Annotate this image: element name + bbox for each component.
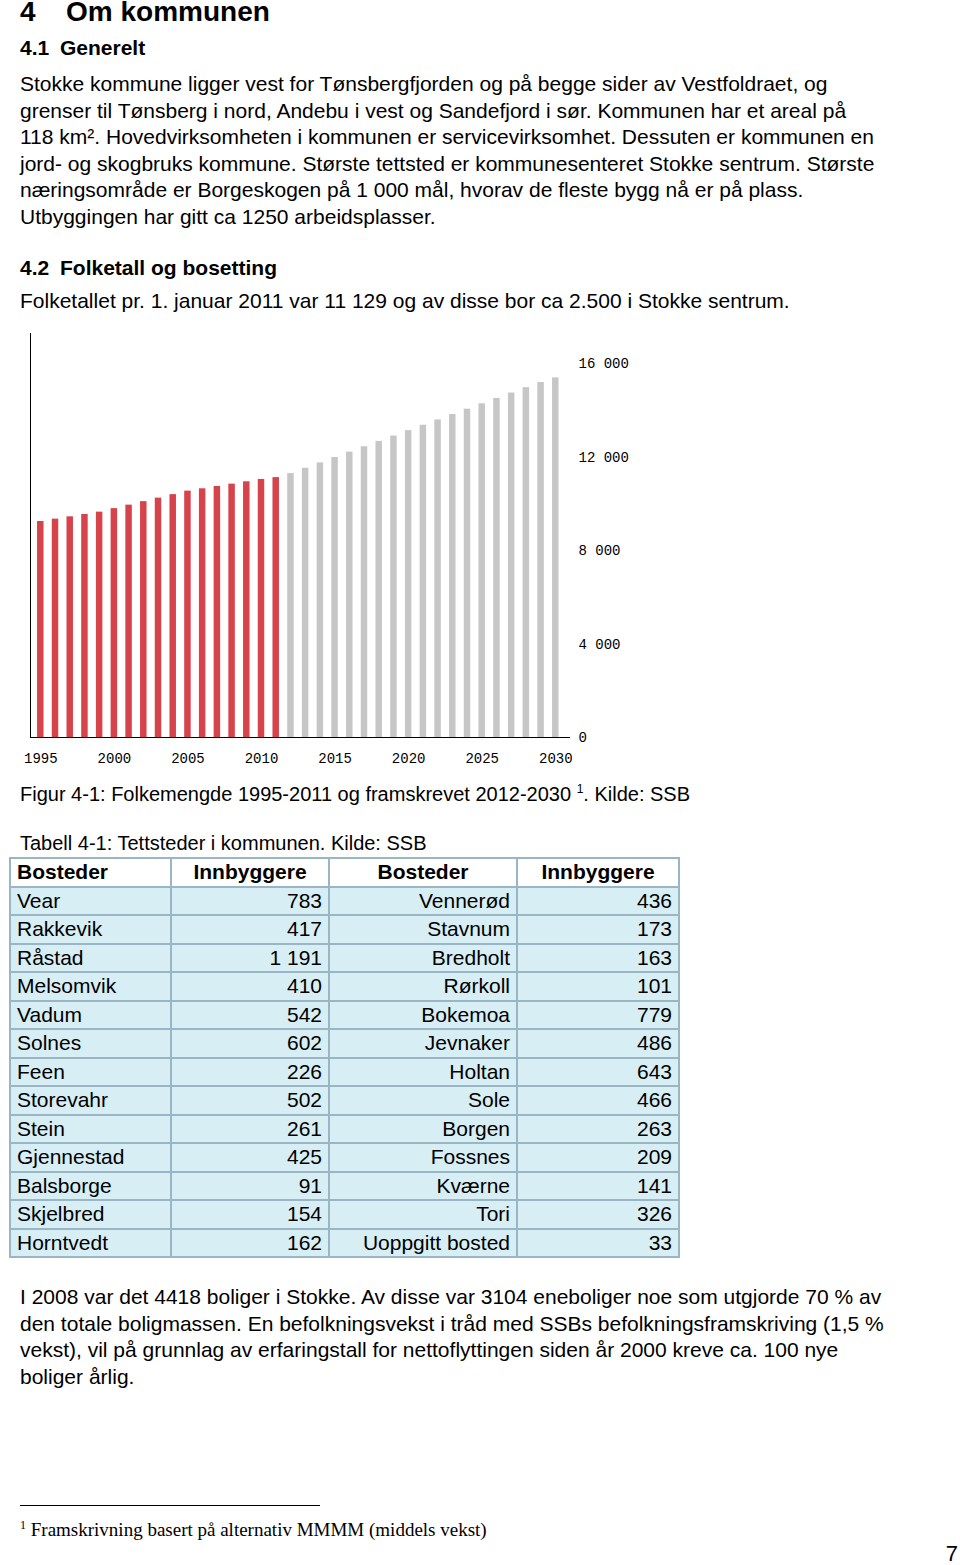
html-text:326: 326: [637, 1202, 672, 1226]
html-text:154: 154: [287, 1202, 322, 1226]
html-text:Stavnum: Stavnum: [427, 917, 510, 941]
html-text:7: 7: [945, 1541, 958, 1565]
html-text:118 km². Hovedvirksomheten i k: 118 km². Hovedvirksomheten i kommunen er…: [20, 125, 874, 148]
html-text:boliger årlig.: boliger årlig.: [20, 1364, 135, 1388]
html-text:263: 263: [637, 1116, 672, 1140]
html-text:209: 209: [637, 1145, 672, 1169]
html-text:Uoppgitt bosted: Uoppgitt bosted: [362, 1230, 510, 1254]
html-text:Tori: Tori: [476, 1202, 510, 1226]
svg-text:0: 0: [579, 730, 587, 746]
html-text:163: 163: [637, 945, 672, 969]
html-text:Vennerød: Vennerød: [418, 888, 510, 912]
svg-text:8 000: 8 000: [579, 543, 621, 559]
html-text:den totale boligmassen. En bef: den totale boligmassen. En befolkningsve…: [20, 1311, 884, 1335]
html-text:Storevahr: Storevahr: [17, 1088, 108, 1112]
html-text:Jevnaker: Jevnaker: [424, 1031, 510, 1055]
html-text:Bredholt: Bredholt: [431, 945, 510, 969]
html-text:4.1: 4.1: [20, 36, 50, 59]
svg-text:12 000: 12 000: [579, 450, 629, 466]
svg-text:2000: 2000: [98, 751, 132, 767]
svg-text:2030: 2030: [539, 751, 573, 767]
html-text:Vadum: Vadum: [17, 1002, 82, 1026]
html-text:Melsomvik: Melsomvik: [17, 974, 117, 998]
html-text:I 2008 var det 4418 boliger i: I 2008 var det 4418 boliger i Stokke. Av…: [20, 1285, 882, 1308]
html-text:jord- og skogbruks kommune. St: jord- og skogbruks kommune. Største tett…: [20, 151, 875, 175]
html-text:Feen: Feen: [17, 1059, 65, 1083]
html-text:Utbyggingen har gitt ca 1250 a: Utbyggingen har gitt ca 1250 arbeidsplas…: [20, 204, 436, 228]
html-text:grenser til Tønsberg i nord, A: grenser til Tønsberg i nord, Andebu i ve…: [20, 98, 847, 122]
html-text:101: 101: [637, 974, 672, 998]
html-text:Generelt: Generelt: [60, 36, 146, 59]
html-text:486: 486: [637, 1031, 672, 1055]
html-text:Råstad: Råstad: [17, 945, 84, 969]
svg-text:2015: 2015: [318, 751, 352, 767]
html-text:466: 466: [637, 1088, 672, 1112]
svg-text:1995: 1995: [24, 751, 58, 767]
html-text:Gjennestad: Gjennestad: [17, 1145, 125, 1169]
svg-text:2005: 2005: [171, 751, 205, 767]
html-text:261: 261: [287, 1116, 322, 1140]
html-text:Borgen: Borgen: [442, 1116, 510, 1140]
html-text:Tabell 4-1: Tettsteder i kommu: Tabell 4-1: Tettsteder i kommunen. Kilde…: [20, 832, 427, 854]
html-text:410: 410: [287, 974, 322, 998]
html-text:Figur 4-1: Folkemengde 1995-20: Figur 4-1: Folkemengde 1995-2011 og fram…: [20, 782, 572, 805]
svg-text:2025: 2025: [465, 751, 499, 767]
html-text:1. Kilde: SSB: 1. Kilde: SSB: [576, 782, 690, 805]
html-text:Rakkevik: Rakkevik: [17, 917, 103, 941]
html-text:779: 779: [637, 1002, 672, 1026]
html-text:602: 602: [287, 1031, 322, 1055]
svg-text:2010: 2010: [245, 751, 279, 767]
html-text:Horntvedt: Horntvedt: [17, 1230, 108, 1254]
html-text:502: 502: [287, 1088, 322, 1112]
html-text:Folketallet pr. 1. januar 2011: Folketallet pr. 1. januar 2011 var 11 12…: [20, 289, 790, 312]
html-text:Vear: Vear: [17, 888, 61, 912]
html-text:Bosteder: Bosteder: [377, 860, 469, 884]
html-text:Fossnes: Fossnes: [430, 1145, 510, 1169]
svg-text:16 000: 16 000: [579, 356, 629, 372]
html-text:4.2: 4.2: [20, 256, 50, 279]
html-text:vekst), vil på grunnlag av erf: vekst), vil på grunnlag av erfaringstall…: [20, 1338, 839, 1361]
html-text:Stokke kommune ligger vest for: Stokke kommune ligger vest for Tønsbergf…: [20, 72, 828, 95]
html-text:91: 91: [298, 1173, 322, 1197]
html-text:33: 33: [648, 1230, 672, 1254]
html-text:1Framskrivning basert på alter: 1Framskrivning basert på alternativ MMMM…: [20, 1518, 487, 1541]
html-text:Rørkoll: Rørkoll: [443, 974, 510, 998]
html-text:Balsborge: Balsborge: [17, 1173, 112, 1197]
html-text:173: 173: [637, 917, 672, 941]
html-text:643: 643: [637, 1059, 672, 1083]
html-text:417: 417: [287, 917, 322, 941]
html-text:næringsområde er Borgeskogen p: næringsområde er Borgeskogen på 1 000 må…: [20, 178, 804, 201]
html-text:1 191: 1 191: [269, 945, 322, 969]
html-text:542: 542: [287, 1002, 322, 1026]
html-text:226: 226: [287, 1059, 322, 1083]
html-text:436: 436: [637, 888, 672, 912]
html-text:Sole: Sole: [468, 1088, 510, 1112]
html-text:Bosteder: Bosteder: [17, 860, 108, 884]
html-text:Folketall og bosetting: Folketall og bosetting: [60, 256, 277, 279]
html-text:Stein: Stein: [17, 1116, 65, 1140]
html-text:783: 783: [287, 888, 322, 912]
html-text:Innbyggere: Innbyggere: [541, 860, 655, 884]
html-text:Kværne: Kværne: [436, 1173, 510, 1197]
html-text:Skjelbred: Skjelbred: [17, 1202, 105, 1226]
html-text:162: 162: [287, 1230, 322, 1254]
html-text:Holtan: Holtan: [449, 1059, 510, 1083]
html-text:141: 141: [637, 1173, 672, 1197]
html-text:Solnes: Solnes: [17, 1031, 82, 1055]
html-text:Bokemoa: Bokemoa: [421, 1002, 510, 1026]
html-text:425: 425: [287, 1145, 322, 1169]
svg-text:2020: 2020: [392, 751, 426, 767]
svg-text:4 000: 4 000: [579, 637, 621, 653]
html-text:Innbyggere: Innbyggere: [193, 860, 307, 884]
